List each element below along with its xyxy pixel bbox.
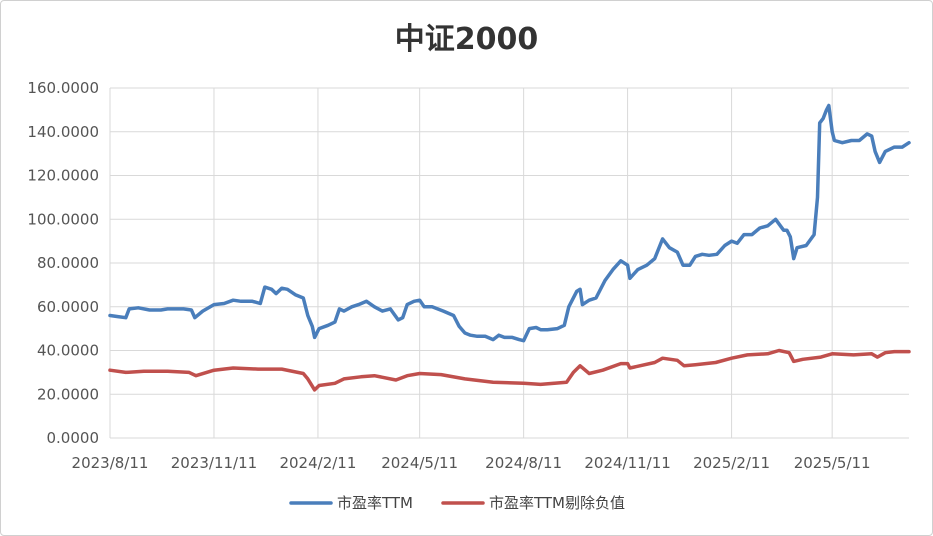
x-tick-label: 2025/5/11 [794, 454, 871, 472]
y-tick-label: 80.0000 [37, 254, 99, 272]
grid [109, 87, 909, 439]
legend-label-2: 市盈率TTM剔除负值 [489, 494, 625, 512]
chart-title: 中证2000 [394, 22, 539, 57]
x-tick-label: 2024/8/11 [485, 454, 562, 472]
x-tick-label: 2024/2/11 [279, 454, 356, 472]
y-tick-label: 140.0000 [27, 123, 99, 141]
x-axis-ticks: 2023/8/11 2023/11/11 2024/2/11 2024/5/11 202… [72, 454, 871, 472]
y-tick-label: 20.0000 [37, 385, 99, 403]
x-tick-label: 2023/11/11 [171, 454, 257, 472]
series-line-2 [108, 348, 911, 392]
series-line-1 [108, 103, 911, 343]
x-tick-label: 2025/2/11 [693, 454, 770, 472]
legend: 市盈率TTM 市盈率TTM剔除负值 [289, 494, 625, 512]
y-tick-label: 100.0000 [27, 210, 99, 228]
x-tick-label: 2024/5/11 [381, 454, 458, 472]
y-tick-label: 60.0000 [37, 298, 99, 316]
y-axis-ticks: 0.0000 20.0000 40.0000 60.0000 80.0000 100.00… [27, 79, 99, 447]
y-tick-label: 120.0000 [27, 167, 99, 185]
y-tick-label: 0.0000 [47, 429, 100, 447]
legend-label-1: 市盈率TTM [337, 494, 413, 512]
series-lines [108, 103, 911, 392]
y-tick-label: 40.0000 [37, 342, 99, 360]
x-tick-label: 2024/11/11 [584, 454, 670, 472]
x-tick-label: 2023/8/11 [72, 454, 149, 472]
y-tick-label: 160.0000 [27, 79, 99, 97]
